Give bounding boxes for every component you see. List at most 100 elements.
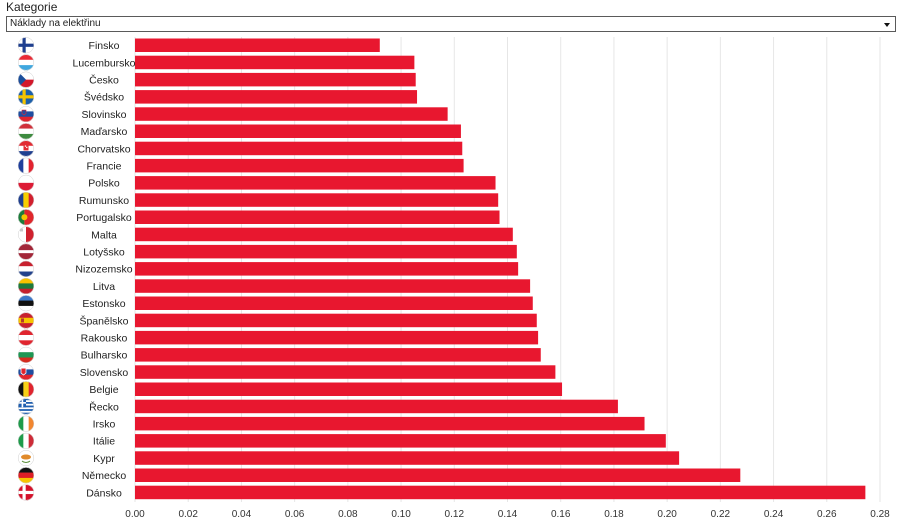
bar[interactable] xyxy=(135,210,500,225)
malta-flag-icon xyxy=(18,226,34,243)
flag-outline xyxy=(17,243,35,260)
bar[interactable] xyxy=(135,296,533,311)
bar[interactable] xyxy=(135,365,556,379)
bars xyxy=(135,38,866,500)
bar[interactable] xyxy=(135,227,513,242)
x-tick-label: 0.02 xyxy=(178,509,198,520)
x-tick-label: 0.14 xyxy=(498,509,518,520)
austria-flag-icon xyxy=(18,329,34,346)
netherlands-flag-icon xyxy=(18,260,34,277)
category-label: Řecko xyxy=(89,400,119,413)
flag-outline xyxy=(17,467,35,484)
flag-outline xyxy=(17,140,35,157)
category-label: Chorvatsko xyxy=(77,143,130,155)
flag-outline xyxy=(17,260,35,277)
bar[interactable] xyxy=(135,262,519,276)
flag-outline xyxy=(17,415,35,432)
bar[interactable] xyxy=(135,382,563,397)
flag-outline xyxy=(17,192,35,209)
category-label: Bulharsko xyxy=(81,350,128,362)
bar[interactable] xyxy=(135,107,448,121)
flag-outline xyxy=(17,364,35,381)
bar[interactable] xyxy=(135,399,618,414)
bar[interactable] xyxy=(135,313,537,328)
slovakia-flag-icon xyxy=(18,364,34,381)
bar[interactable] xyxy=(135,55,415,70)
croatia-flag-icon xyxy=(18,140,34,157)
bar[interactable] xyxy=(135,124,461,139)
poland-flag-icon xyxy=(18,174,34,191)
bar[interactable] xyxy=(135,330,539,345)
romania-flag-icon xyxy=(18,192,34,209)
estonia-flag-icon xyxy=(18,295,34,312)
czech-flag-icon xyxy=(18,71,34,88)
flag-outline xyxy=(17,329,35,346)
greece-flag-icon xyxy=(18,398,34,415)
bar[interactable] xyxy=(135,485,866,500)
ireland-flag-icon xyxy=(18,415,34,432)
category-label: Belgie xyxy=(89,384,118,396)
germany-flag-icon xyxy=(18,467,34,484)
sweden-flag-icon xyxy=(18,88,34,105)
category-label: Německo xyxy=(82,470,127,482)
bar[interactable] xyxy=(135,193,499,207)
category-label: Malta xyxy=(91,229,117,241)
category-label: Maďarsko xyxy=(81,126,128,138)
belgium-flag-icon xyxy=(18,381,34,398)
lithuania-flag-icon xyxy=(18,278,34,295)
flag-outline xyxy=(17,71,35,88)
chevron-down-icon[interactable] xyxy=(884,23,890,27)
flag-outline xyxy=(17,484,35,501)
flag-outline xyxy=(17,209,35,226)
flag-outline xyxy=(17,346,35,363)
bar[interactable] xyxy=(135,90,418,104)
bar[interactable] xyxy=(135,468,741,483)
flag-outline xyxy=(17,106,35,123)
x-tick-label: 0.10 xyxy=(391,509,411,520)
bar[interactable] xyxy=(135,72,416,87)
bar[interactable] xyxy=(135,416,645,431)
bar[interactable] xyxy=(135,158,464,173)
category-label: Finsko xyxy=(89,40,120,52)
slovenia-flag-icon xyxy=(18,106,34,123)
bar[interactable] xyxy=(135,244,517,259)
flags xyxy=(17,37,35,501)
category-labels: Finsko Lucembursko Česko Švédsko Slovinsko Ma… xyxy=(72,40,135,499)
category-label: Polsko xyxy=(88,178,120,190)
category-label: Rakousko xyxy=(81,332,128,344)
category-label: Nizozemsko xyxy=(75,264,132,276)
finland-flag-icon xyxy=(18,37,34,54)
flag-outline xyxy=(17,450,35,467)
italy-flag-icon xyxy=(18,432,34,449)
category-label: Lucembursko xyxy=(72,57,135,69)
flag-outline xyxy=(17,278,35,295)
x-tick-label: 0.06 xyxy=(285,509,305,520)
france-flag-icon xyxy=(18,157,34,174)
x-axis: 0.00 0.02 0.04 0.06 0.08 0.10 0.12 0.14 0.16 0.18… xyxy=(125,509,890,520)
flag-outline xyxy=(17,157,35,174)
category-select[interactable]: Náklady na elektřinu xyxy=(6,16,896,32)
bar[interactable] xyxy=(135,434,666,448)
x-tick-label: 0.26 xyxy=(817,509,837,520)
x-tick-label: 0.22 xyxy=(711,509,731,520)
x-tick-label: 0.20 xyxy=(657,509,677,520)
bar[interactable] xyxy=(135,451,680,465)
x-tick-label: 0.28 xyxy=(870,509,890,520)
bar[interactable] xyxy=(135,141,463,156)
flag-outline xyxy=(17,123,35,140)
bar[interactable] xyxy=(135,38,380,53)
flag-outline xyxy=(17,88,35,105)
category-label: Švédsko xyxy=(84,91,124,104)
category-label: Itálie xyxy=(93,436,115,448)
flag-outline xyxy=(17,381,35,398)
bar[interactable] xyxy=(135,176,496,190)
flag-outline xyxy=(17,37,35,54)
category-label: Lotyšsko xyxy=(83,246,125,258)
latvia-flag-icon xyxy=(18,243,34,260)
flag-outline xyxy=(17,398,35,415)
category-label: Slovensko xyxy=(80,367,129,379)
category-label: Portugalsko xyxy=(76,212,132,224)
bar[interactable] xyxy=(135,279,531,293)
bar[interactable] xyxy=(135,348,541,362)
